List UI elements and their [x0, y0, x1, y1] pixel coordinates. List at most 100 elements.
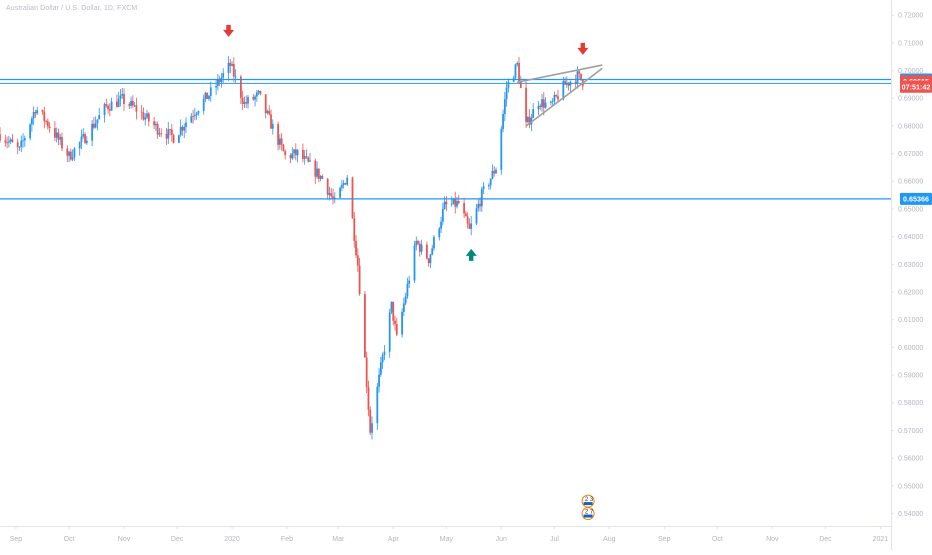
y-tick-label: 0.55000 — [898, 483, 923, 490]
candle-body — [98, 115, 101, 120]
candle — [266, 109, 269, 115]
candle-body — [110, 101, 113, 111]
candle — [415, 236, 418, 251]
arrow-up-icon — [465, 248, 477, 261]
x-tick-label: Jun — [496, 536, 507, 543]
candle-body — [215, 85, 218, 88]
wedge-pattern — [517, 64, 603, 127]
candle-body — [390, 301, 393, 313]
x-tick-label: 2021 — [873, 536, 889, 543]
candle — [108, 103, 111, 117]
candle — [202, 94, 205, 115]
candle-body — [121, 94, 124, 96]
candle — [121, 88, 124, 99]
candle-body — [441, 208, 444, 222]
candle-body — [537, 105, 540, 110]
candle-body — [245, 102, 248, 104]
candle-body — [514, 64, 517, 79]
candle-body — [204, 92, 207, 99]
candle — [264, 94, 267, 119]
candle-body — [73, 148, 76, 158]
candle-body — [316, 168, 318, 177]
candle — [4, 134, 7, 147]
candle-body — [96, 119, 99, 124]
candle-body — [41, 110, 44, 112]
candle-body — [206, 92, 209, 100]
candle — [433, 234, 435, 251]
candle-body — [456, 201, 458, 207]
candle — [289, 153, 292, 164]
candle-body — [147, 113, 150, 122]
y-tick-label: 0.68000 — [898, 123, 923, 130]
candle — [232, 57, 235, 83]
candle-body — [503, 99, 506, 114]
candle — [390, 301, 393, 315]
candle-body — [91, 123, 94, 141]
candle-body — [156, 123, 159, 135]
candle — [516, 61, 519, 67]
candle-body — [367, 387, 370, 410]
candle-body — [218, 78, 221, 83]
candle — [195, 111, 198, 120]
candle — [353, 211, 356, 248]
candle-body — [576, 71, 579, 84]
candle — [30, 116, 33, 132]
candle-body — [542, 99, 545, 108]
candle-body — [48, 126, 51, 129]
candle-body — [85, 140, 88, 144]
price-label: 0.65366 — [900, 192, 932, 205]
candle — [340, 179, 343, 192]
candle-body — [440, 221, 442, 229]
candle — [160, 128, 163, 138]
candle-body — [438, 228, 441, 238]
candle — [528, 109, 531, 129]
candle — [94, 116, 97, 129]
candle-body — [303, 156, 306, 159]
candle — [317, 168, 320, 183]
candle — [470, 215, 473, 236]
candle-body — [280, 138, 283, 145]
candle — [32, 106, 35, 126]
candle-body — [516, 62, 519, 65]
candle — [379, 356, 382, 377]
candle — [117, 91, 120, 108]
candle-body — [29, 124, 32, 139]
candle — [302, 143, 304, 163]
candle — [255, 89, 258, 102]
candle-body — [222, 73, 225, 78]
candle-body — [330, 193, 333, 197]
candle — [59, 134, 62, 146]
candle — [402, 297, 405, 316]
candle — [417, 239, 419, 246]
candle-body — [302, 149, 304, 159]
candle — [364, 290, 366, 358]
candle-body — [241, 97, 244, 104]
candle — [154, 121, 157, 132]
x-tick-label: Jul — [550, 536, 559, 543]
candle — [294, 143, 297, 161]
y-tick-label: 0.61000 — [898, 317, 923, 324]
candle-body — [153, 121, 156, 126]
candle-body — [328, 193, 331, 195]
candle-body — [309, 160, 311, 162]
candle — [103, 102, 106, 123]
candle — [394, 315, 396, 331]
candle — [303, 150, 306, 165]
candle-body — [255, 92, 258, 97]
candle-body — [493, 170, 496, 174]
candle — [133, 102, 136, 107]
y-tick-label: 0.72000 — [898, 13, 923, 20]
candle — [169, 128, 171, 136]
candle — [206, 92, 209, 100]
candle — [429, 253, 432, 269]
candle-body — [154, 123, 157, 126]
candle — [489, 178, 492, 190]
candle — [544, 97, 547, 109]
candle-body — [406, 283, 409, 297]
candle — [183, 123, 186, 139]
candle — [98, 107, 101, 120]
candle-body — [202, 98, 205, 111]
candle — [376, 382, 379, 430]
